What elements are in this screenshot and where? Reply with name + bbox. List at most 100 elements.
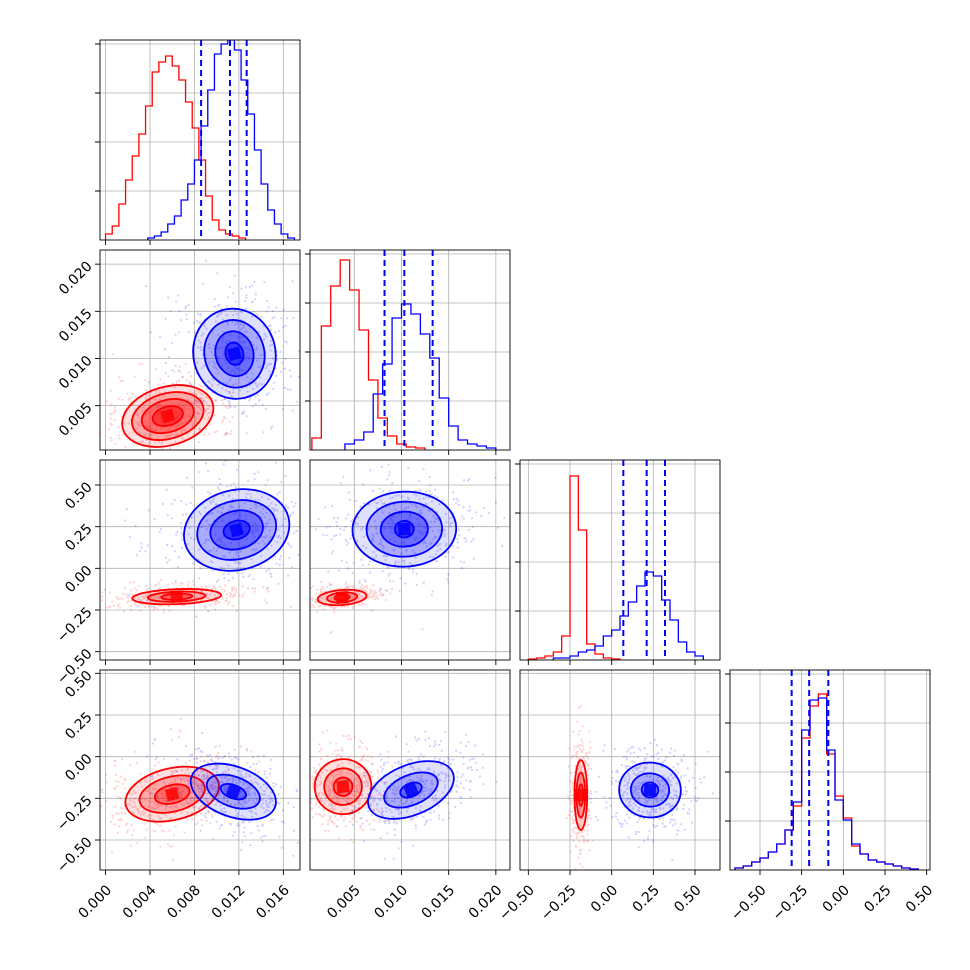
panel-frame <box>99 459 301 661</box>
contour-blue-3 <box>183 488 291 572</box>
panel-1-0: 0.005 0.010 0.015 0.020 <box>56 249 301 455</box>
contour-blue-0 <box>399 781 423 799</box>
panel-frame <box>99 39 301 241</box>
contour-blue-0 <box>394 519 415 539</box>
contour-red-1 <box>575 771 587 819</box>
contour-blue-1 <box>214 330 255 378</box>
contour-blue-1 <box>209 509 264 551</box>
contour-blue-2 <box>618 761 682 819</box>
panel-3-2: −0.50 −0.25 0.00 0.25 0.50 <box>496 669 721 924</box>
grid <box>730 670 930 870</box>
contour-red-0 <box>333 593 351 602</box>
contour-red-1 <box>140 398 195 434</box>
x-tick-label: 0.008 <box>164 882 204 922</box>
panel-frame <box>519 669 721 871</box>
contour-red-1 <box>146 590 207 603</box>
panel-frame <box>519 459 721 661</box>
contour-blue-0 <box>222 519 251 541</box>
contour-blue-2 <box>203 319 266 389</box>
contour-red-1 <box>323 767 363 806</box>
grid <box>310 670 510 870</box>
y-tick-label: 0.25 <box>62 521 95 554</box>
contour-blue-1 <box>379 510 429 548</box>
contour-blue-0 <box>224 341 245 366</box>
x-tick-label: 0.00 <box>588 882 621 915</box>
histogram-red-0 <box>104 55 247 240</box>
contour-red-0 <box>151 405 184 427</box>
panel-2-2 <box>515 459 721 665</box>
density-blue <box>190 763 276 820</box>
contour-blue-2 <box>365 500 443 558</box>
histogram-blue-0 <box>147 40 296 240</box>
contour-blue-2 <box>189 762 277 821</box>
x-tick-label: −0.25 <box>770 882 812 924</box>
density-blue <box>619 762 681 818</box>
contour-blue-3 <box>351 490 458 568</box>
contour-blue-0 <box>219 782 247 801</box>
contour-red-0 <box>153 783 191 805</box>
density-blue <box>352 491 457 567</box>
panel-frame <box>729 669 931 871</box>
x-tick-label: 0.012 <box>209 882 249 922</box>
y-tick-label: 0.50 <box>62 479 95 512</box>
histogram-red-1 <box>311 259 426 450</box>
contour-red-2 <box>316 588 368 607</box>
panel-frame <box>309 669 511 871</box>
contour-red-0 <box>332 776 354 797</box>
histogram-blue-1 <box>344 303 497 450</box>
contour-red-1 <box>326 591 359 604</box>
y-tick-label: 0.005 <box>56 400 96 440</box>
panel-frame <box>309 249 511 451</box>
panel-2-1 <box>309 459 511 665</box>
y-tick-label: 0.00 <box>62 563 95 596</box>
contour-blue-2 <box>196 499 278 561</box>
x-tick-label: 0.25 <box>861 882 894 915</box>
histogram-blue-2 <box>552 571 704 660</box>
panel-frame <box>99 249 301 451</box>
contour-red-0 <box>577 783 585 807</box>
x-tick-label: 0.000 <box>76 882 116 922</box>
x-tick-label: −0.25 <box>538 882 580 924</box>
density-blue <box>368 761 454 819</box>
contour-blue-3 <box>192 307 277 400</box>
scatter-blue <box>123 460 300 618</box>
x-tick-label: 0.010 <box>371 882 411 922</box>
x-tick-label: 0.015 <box>419 882 459 922</box>
density-red <box>314 759 372 815</box>
y-tick-label: −0.50 <box>54 834 96 876</box>
y-tick-label: 0.00 <box>62 751 95 784</box>
scatter-blue <box>145 717 300 857</box>
contour-red-2 <box>131 588 222 606</box>
contour-red-2 <box>124 765 220 823</box>
panel-frame <box>99 669 301 871</box>
x-tick-label: 0.016 <box>253 882 293 922</box>
x-tick-label: 0.004 <box>120 882 160 922</box>
x-tick-label: 0.00 <box>820 882 853 915</box>
scatter-blue <box>315 463 506 634</box>
contour-blue-1 <box>629 772 671 808</box>
contour-red-1 <box>138 774 206 814</box>
panel-3-1: 0.005 0.010 0.015 0.020 <box>309 669 511 922</box>
contour-red-3 <box>121 384 215 448</box>
x-tick-label: 0.25 <box>630 882 663 915</box>
grid <box>520 670 720 870</box>
x-tick-label: −0.50 <box>728 882 770 924</box>
x-tick-label: 0.50 <box>903 882 936 915</box>
contour-red-2 <box>131 391 205 441</box>
contour-blue-1 <box>383 771 439 809</box>
y-tick-label: 0.010 <box>56 353 96 393</box>
panel-3-3: −0.50 −0.25 0.00 0.25 0.50 <box>725 669 936 924</box>
x-tick-label: 0.50 <box>671 882 704 915</box>
contour-blue-1 <box>205 773 261 810</box>
grid <box>310 460 510 660</box>
density-red <box>125 766 220 822</box>
contour-blue-0 <box>640 781 660 799</box>
contour-red-2 <box>573 759 589 831</box>
panel-2-0: −0.50−0.250.000.250.50 <box>54 459 301 688</box>
contour-red-2 <box>313 758 373 816</box>
contour-blue-2 <box>367 760 455 820</box>
y-tick-label: 0.25 <box>62 709 95 742</box>
contour-red-0 <box>160 592 194 601</box>
x-tick-label: 0.005 <box>324 882 364 922</box>
